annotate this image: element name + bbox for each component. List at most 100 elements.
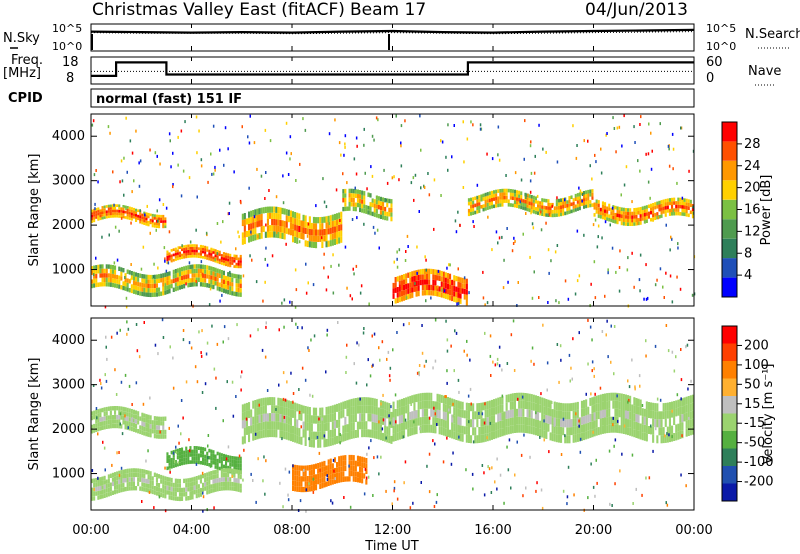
heatmap-cell [237,283,240,288]
heatmap-cell [631,218,634,223]
heatmap-cell [325,438,328,447]
heatmap-cell [193,249,196,253]
heatmap-cell [189,482,192,487]
heatmap-cell [162,217,165,221]
heatmap-cell [149,274,152,280]
heatmap-cell [105,268,108,274]
heatmap-speck [153,262,155,266]
heatmap-speck [120,380,123,384]
heatmap-speck [428,490,431,494]
heatmap-cell [361,456,364,462]
heatmap-cell [312,485,315,491]
heatmap-cell [195,453,198,457]
heatmap-cell [503,411,506,420]
heatmap-cell [214,458,217,462]
heatmap-cell [348,460,351,466]
heatmap-speck [613,325,616,328]
heatmap-speck [307,281,309,285]
heatmap-cell [677,431,680,440]
heatmap-cell [122,210,125,214]
heatmap-cell [132,280,135,285]
heatmap-cell [371,202,374,208]
heatmap-speck [175,451,178,454]
heatmap-cell [225,481,228,486]
heatmap-cell [327,470,330,476]
heatmap-cell [388,403,391,412]
heatmap-cell [101,208,104,212]
heatmap-speck [520,178,523,182]
heatmap-cell [495,422,498,431]
heatmap-speck [266,263,269,267]
heatmap-cell [147,212,150,216]
heatmap-speck [413,198,415,202]
heatmap-cell [187,265,190,270]
heatmap-speck [323,266,325,270]
heatmap-cell [371,413,374,422]
heatmap-cell [141,218,144,222]
heatmap-cell [216,473,219,479]
heatmap-cell [260,406,263,415]
heatmap-cell [304,481,307,487]
heatmap-cell [91,492,94,497]
heatmap-cell [101,476,104,481]
heatmap-speck [133,179,135,183]
heatmap-cell [486,417,489,426]
heatmap-speck [355,172,358,176]
heatmap-cell [426,400,429,409]
heatmap-cell [549,408,552,417]
heatmap-cell [356,202,359,208]
heatmap-cell [333,428,336,437]
heatmap-speck [196,380,199,384]
heatmap-speck [556,196,558,200]
heatmap-speck [237,230,239,234]
heatmap-cell [476,210,479,214]
colorbar-swatch [722,160,737,181]
heatmap-cell [338,427,341,436]
colorbar-tick-label: 100 [744,358,769,373]
heatmap-speck [305,291,308,295]
heatmap-cell [281,406,284,415]
heatmap-cell [350,422,353,431]
heatmap-cell [434,401,437,410]
heatmap-cell [587,193,590,198]
heatmap-cell [668,198,671,202]
heatmap-cell [652,410,655,419]
heatmap-cell [403,414,406,423]
heatmap-speck [579,437,582,441]
heatmap-cell [426,290,429,296]
heatmap-cell [593,396,596,405]
heatmap-cell [438,418,441,427]
heatmap-cell [482,207,485,212]
heatmap-cell [271,421,274,430]
heatmap-cell [478,202,481,206]
heatmap-cell [421,279,424,285]
heatmap-cell [292,475,295,481]
heatmap-cell [101,416,104,422]
heatmap-speck [530,140,532,144]
heatmap-cell [687,213,690,218]
heatmap-cell [312,229,315,236]
heatmap-speck [188,438,190,442]
heatmap-speck [479,123,482,127]
heatmap-cell [111,423,114,429]
heatmap-cell [202,277,205,283]
heatmap-cell [132,481,135,486]
heatmap-cell [331,214,334,221]
heatmap-cell [478,411,481,419]
heatmap-cell [606,393,609,402]
heatmap-speck [323,434,326,438]
heatmap-cell [239,488,242,493]
heatmap-cell [331,233,334,240]
heatmap-cell [591,421,594,430]
heatmap-cell [354,430,357,438]
heatmap-speck [393,489,395,493]
heatmap-speck [632,502,634,505]
heatmap-cell [338,477,341,483]
heatmap-cell [382,201,385,207]
heatmap-speck [676,275,678,279]
heatmap-speck [169,470,171,474]
heatmap-cell [417,409,420,418]
heatmap-cell [566,427,569,436]
heatmap-cell [116,414,119,420]
heatmap-cell [111,419,114,424]
